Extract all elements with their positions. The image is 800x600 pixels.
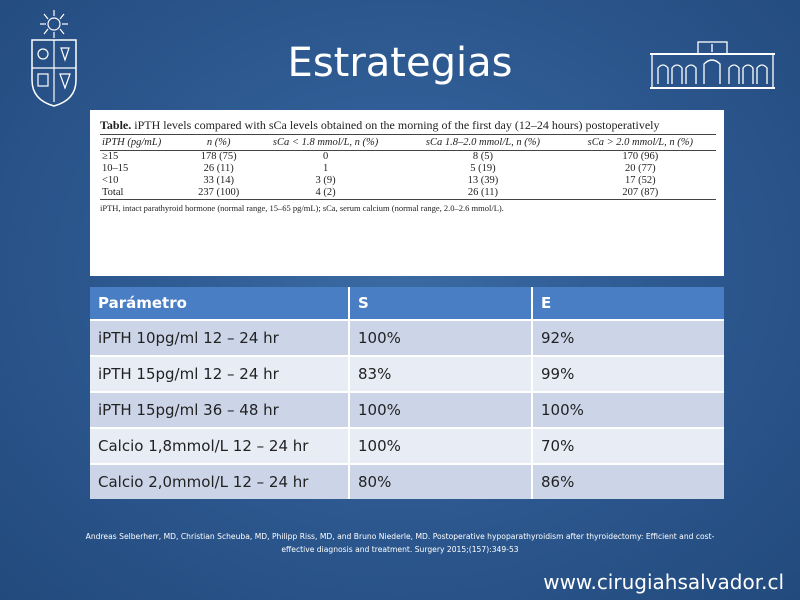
paper-cell: 4 (2) bbox=[249, 187, 402, 200]
cell-parametro: iPTH 10pg/ml 12 – 24 hr bbox=[90, 319, 350, 356]
paper-cell: 8 (5) bbox=[472, 151, 493, 162]
table-row: Calcio 2,0mmol/L 12 – 24 hr 80% 86% bbox=[90, 463, 724, 499]
paper-cell: 10–15 bbox=[102, 163, 129, 174]
cell-e: 99% bbox=[532, 355, 724, 392]
cell-parametro: iPTH 15pg/ml 36 – 48 hr bbox=[90, 391, 350, 428]
paper-cell: <10 bbox=[102, 175, 119, 186]
reference-citation: Andreas Selberherr, MD, Christian Scheub… bbox=[40, 530, 760, 556]
reference-line-1: Andreas Selberherr, MD, Christian Scheub… bbox=[85, 532, 715, 541]
paper-cell: ≥15 bbox=[102, 151, 119, 162]
paper-header-cell: n (%) bbox=[187, 134, 250, 151]
table-row: iPTH 15pg/ml 12 – 24 hr 83% 99% bbox=[90, 355, 724, 392]
paper-cell: 26 (11) bbox=[203, 163, 234, 174]
paper-cell: 237 (100) bbox=[187, 187, 250, 200]
cell-s: 100% bbox=[349, 391, 533, 428]
paper-header-cell: iPTH (pg/mL) bbox=[100, 134, 188, 151]
cell-parametro: Calcio 2,0mmol/L 12 – 24 hr bbox=[90, 463, 350, 499]
paper-cell: 17 (52) bbox=[624, 175, 656, 186]
paper-cell: 3 (9) bbox=[315, 175, 336, 186]
header-e: E bbox=[532, 287, 724, 320]
paper-header-cell: sCa < 1.8 mmol/L, n (%) bbox=[249, 134, 402, 151]
paper-cell: 5 (19) bbox=[470, 163, 496, 174]
cell-s: 100% bbox=[349, 427, 533, 464]
cell-e: 86% bbox=[532, 463, 724, 499]
caption-text: iPTH levels compared with sCa levels obt… bbox=[131, 118, 660, 132]
paper-header-cell: sCa > 2.0 mmol/L, n (%) bbox=[564, 134, 716, 151]
cell-parametro: iPTH 15pg/ml 12 – 24 hr bbox=[90, 355, 350, 392]
cell-s: 83% bbox=[349, 355, 533, 392]
paper-cell: 20 (77) bbox=[624, 163, 656, 174]
slide-title: Estrategias bbox=[287, 40, 513, 86]
table-row: Calcio 1,8mmol/L 12 – 24 hr 100% 70% bbox=[90, 427, 724, 464]
paper-cell: 33 (14) bbox=[203, 175, 234, 186]
paper-table-row: <10 33 (14) 3 (9) 13 (39) 17 (52) bbox=[100, 175, 716, 187]
paper-table-caption: Table. iPTH levels compared with sCa lev… bbox=[100, 118, 716, 132]
paper-table-row: Total 237 (100) 4 (2) 26 (11) 207 (87) bbox=[100, 187, 716, 200]
paper-table-row: 10–15 26 (11) 1 5 (19) 20 (77) bbox=[100, 163, 716, 175]
paper-cell: 1 bbox=[322, 163, 329, 174]
paper-cell: 26 (11) bbox=[401, 187, 565, 200]
reference-line-2: effective diagnosis and treatment. Surge… bbox=[281, 545, 519, 554]
caption-bold: Table. bbox=[100, 118, 132, 132]
paper-cell: 170 (96) bbox=[622, 151, 659, 162]
paper-table-footnote: iPTH, intact parathyroid hormone (normal… bbox=[100, 203, 504, 213]
cell-s: 80% bbox=[349, 463, 533, 499]
paper-cell: Total bbox=[100, 187, 188, 200]
table-row: iPTH 15pg/ml 36 – 48 hr 100% 100% bbox=[90, 391, 724, 428]
paper-table: iPTH (pg/mL) n (%) sCa < 1.8 mmol/L, n (… bbox=[100, 134, 716, 200]
paper-table-row: ≥15 178 (75) 0 8 (5) 170 (96) bbox=[100, 151, 716, 164]
paper-cell: 207 (87) bbox=[564, 187, 716, 200]
website-url: www.cirugiahsalvador.cl bbox=[543, 570, 784, 594]
cell-e: 70% bbox=[532, 427, 724, 464]
paper-cell: 13 (39) bbox=[467, 175, 499, 186]
hospital-building-icon bbox=[650, 41, 775, 89]
cell-e: 92% bbox=[532, 319, 724, 356]
university-crest-icon bbox=[31, 10, 77, 107]
header-s: S bbox=[349, 287, 533, 320]
header-parametro: Parámetro bbox=[90, 287, 350, 320]
paper-table-excerpt: Table. iPTH levels compared with sCa lev… bbox=[90, 110, 724, 276]
paper-header-cell: sCa 1.8–2.0 mmol/L, n (%) bbox=[401, 134, 565, 151]
cell-parametro: Calcio 1,8mmol/L 12 – 24 hr bbox=[90, 427, 350, 464]
stats-header-row: Parámetro S E bbox=[90, 287, 724, 320]
cell-s: 100% bbox=[349, 319, 533, 356]
paper-table-header-row: iPTH (pg/mL) n (%) sCa < 1.8 mmol/L, n (… bbox=[100, 134, 716, 151]
paper-cell: 0 bbox=[322, 151, 329, 162]
paper-cell: 178 (75) bbox=[200, 151, 237, 162]
sensitivity-specificity-table: Parámetro S E iPTH 10pg/ml 12 – 24 hr 10… bbox=[90, 287, 724, 499]
cell-e: 100% bbox=[532, 391, 724, 428]
table-row: iPTH 10pg/ml 12 – 24 hr 100% 92% bbox=[90, 319, 724, 356]
